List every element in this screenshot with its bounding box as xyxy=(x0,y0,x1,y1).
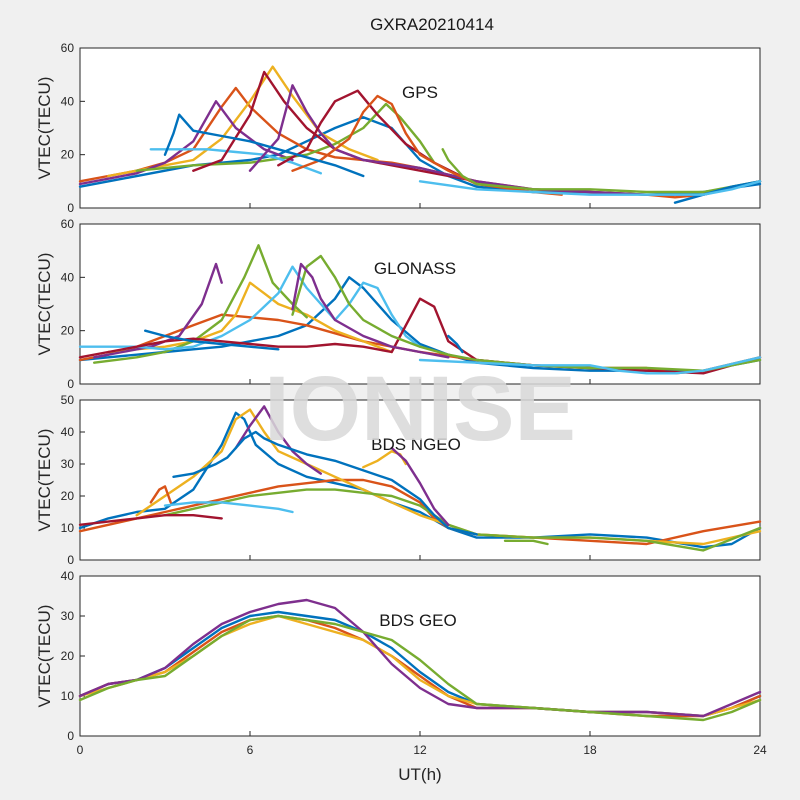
series-line-6 xyxy=(78,514,223,526)
series-line-11 xyxy=(441,148,762,194)
series-line-8 xyxy=(172,430,478,536)
y-tick-label: 60 xyxy=(61,41,75,55)
panel-2: 0 10 20 30 40 50 VTEC(TECU) BDS NGEO xyxy=(35,393,762,567)
series-line-0 xyxy=(78,411,762,549)
series-line-4 xyxy=(93,244,308,364)
y-axis-label: VTEC(TECU) xyxy=(35,253,54,356)
series-line-8 xyxy=(291,262,450,359)
x-tick-label: 12 xyxy=(413,743,427,757)
y-tick-label: 0 xyxy=(67,201,74,215)
series-line-7 xyxy=(291,254,762,372)
x-tick-label: 18 xyxy=(583,743,597,757)
y-tick-label: 20 xyxy=(61,324,75,338)
series-line-11 xyxy=(447,334,464,354)
y-tick-label: 40 xyxy=(61,569,75,583)
y-tick-label: 20 xyxy=(61,148,75,162)
series-line-6 xyxy=(192,70,507,188)
watermark-text: IONISE xyxy=(264,358,576,460)
series-line-2 xyxy=(107,281,393,354)
y-tick-label: 50 xyxy=(61,393,75,407)
y-axis-label: VTEC(TECU) xyxy=(35,77,54,180)
series-line-11 xyxy=(503,539,549,546)
x-axis-label: UT(h) xyxy=(398,765,441,784)
series-line-4 xyxy=(163,488,762,552)
series-line-13 xyxy=(418,180,762,196)
y-tick-label: 40 xyxy=(61,425,75,439)
series-line-10 xyxy=(390,446,450,526)
y-tick-label: 40 xyxy=(61,94,75,108)
y-tick-label: 10 xyxy=(61,521,75,535)
y-tick-label: 20 xyxy=(61,489,75,503)
y-tick-label: 0 xyxy=(67,377,74,391)
series-line-10 xyxy=(418,356,762,375)
series-line-1 xyxy=(78,478,762,546)
panel-label: BDS GEO xyxy=(379,611,456,630)
series-line-5 xyxy=(163,501,294,514)
series-line-12 xyxy=(673,180,762,204)
x-tick-label: 24 xyxy=(753,743,767,757)
panel-axes-box xyxy=(79,223,761,385)
series-line-4 xyxy=(78,614,762,722)
series-line-5 xyxy=(149,148,322,175)
series-line-9 xyxy=(144,329,280,351)
series-line-10 xyxy=(163,113,365,178)
series-line-3 xyxy=(234,405,322,475)
y-tick-label: 30 xyxy=(61,457,75,471)
panel-label: BDS NGEO xyxy=(371,435,461,454)
y-axis-label: VTEC(TECU) xyxy=(35,605,54,708)
panel-0: 0 20 40 60 VTEC(TECU) GPS xyxy=(35,41,762,215)
panel-3: 0 10 20 30 40 0 6 12 18 24 VTEC(TECU) BDS GEO xyxy=(35,569,767,757)
y-tick-label: 20 xyxy=(61,649,75,663)
series-line-7 xyxy=(149,485,172,504)
y-tick-label: 60 xyxy=(61,217,75,231)
y-tick-label: 10 xyxy=(61,689,75,703)
series-line-0 xyxy=(78,276,762,372)
y-tick-label: 0 xyxy=(67,729,74,743)
figure-title: GXRA20210414 xyxy=(370,15,494,34)
series-line-3 xyxy=(93,262,223,359)
series-line-5 xyxy=(78,265,422,351)
series-line-4 xyxy=(135,102,436,172)
panel-axes-box xyxy=(79,399,761,561)
x-tick-label: 0 xyxy=(77,743,84,757)
y-tick-label: 30 xyxy=(61,609,75,623)
x-tick-label: 6 xyxy=(247,743,254,757)
panel-label: GPS xyxy=(402,83,438,102)
y-tick-label: 0 xyxy=(67,553,74,567)
y-tick-label: 40 xyxy=(61,270,75,284)
panel-axes-box xyxy=(79,47,761,209)
panel-1: 0 20 40 60 VTEC(TECU) GLONASS xyxy=(35,217,762,391)
panel-label: GLONASS xyxy=(374,259,456,278)
y-axis-label: VTEC(TECU) xyxy=(35,429,54,532)
